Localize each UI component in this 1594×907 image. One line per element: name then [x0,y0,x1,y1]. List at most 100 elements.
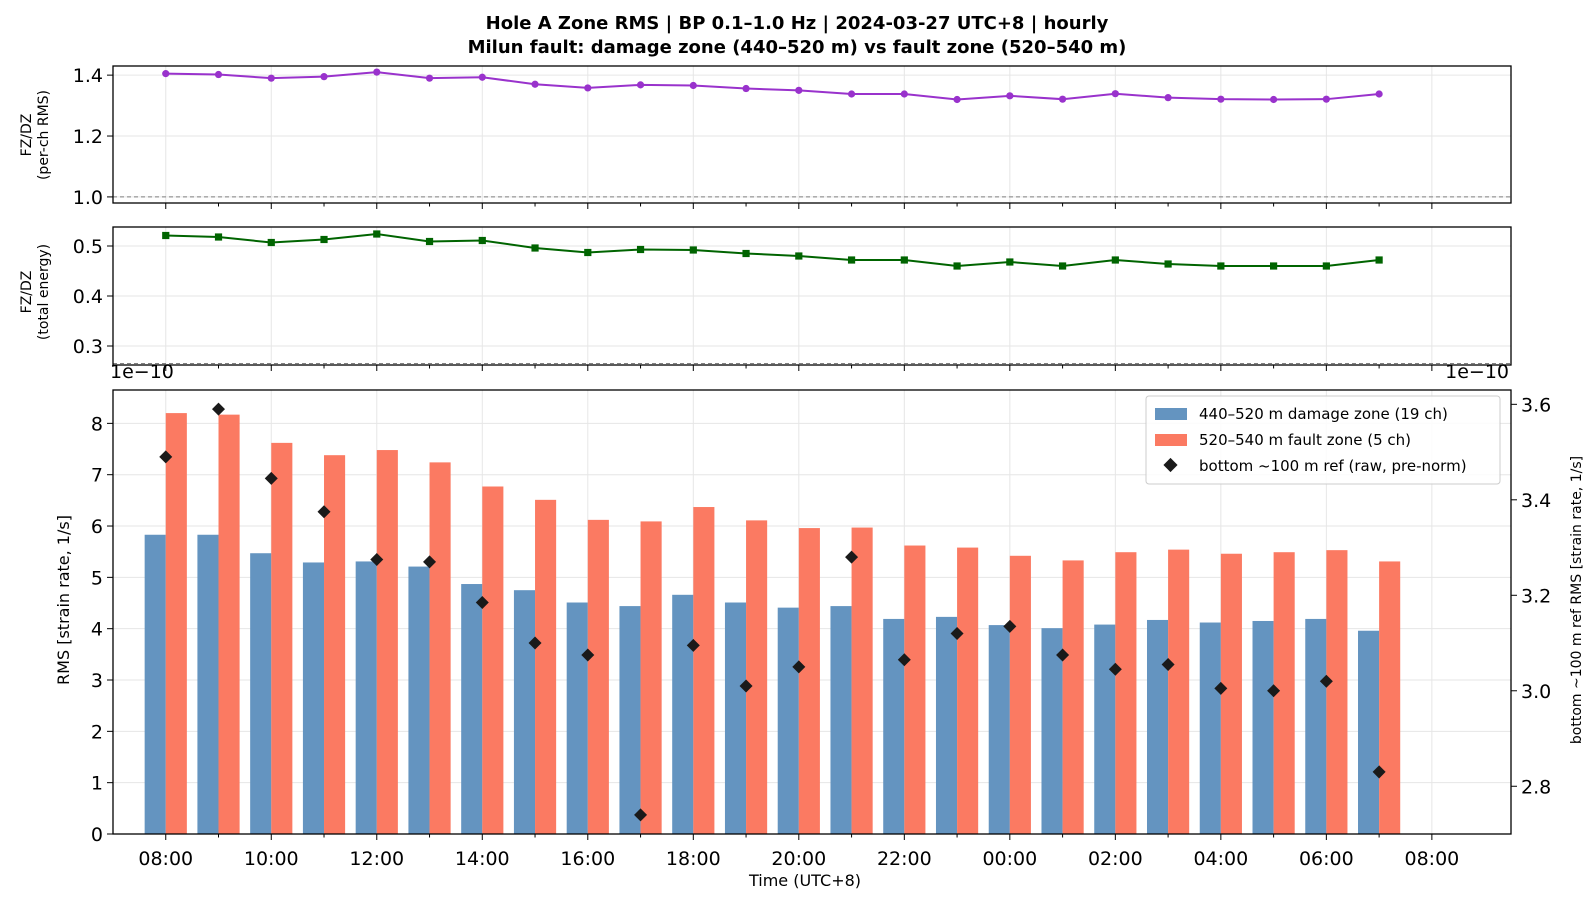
chart-title-line1: Hole A Zone RMS | BP 0.1–1.0 Hz | 2024-0… [486,13,1109,34]
legend-marker-ref [1163,457,1178,473]
damage-zone-bar [935,616,958,834]
chart-title-line2: Milun fault: damage zone (440–520 m) vs … [468,37,1127,58]
damage-zone-bar [883,618,905,834]
damage-zone-bar [461,584,483,834]
mid-point [478,236,486,245]
x-tick-label: 10:00 [244,848,299,870]
reference-point [1319,674,1333,688]
x-tick-label: 14:00 [455,848,510,870]
damage-zone-bar [724,602,747,834]
bottom-ytick-right-label: 2.8 [1521,776,1551,798]
mid-point [214,233,223,241]
legend-label-ref: bottom ~100 m ref (raw, pre-norm) [1199,457,1467,475]
reference-point [792,660,806,674]
reference-point [317,505,331,519]
fault-zone-bar [693,507,715,834]
top-point [847,90,856,98]
damage-zone-bar [672,594,694,834]
reference-point [897,653,911,667]
mid-point [742,249,750,258]
mid-point [847,256,856,264]
reference-point [1056,648,1070,662]
reference-point [739,679,753,693]
reference-point [950,626,964,640]
fault-zone-bar [271,442,293,834]
legend: 440–520 m damage zone (19 ch) 520–540 m … [1145,395,1501,485]
reference-point [634,808,648,822]
bottom-ytick-label: 6 [91,516,103,538]
top-ytick-label: 1.2 [73,126,103,148]
bottom-ytick-right-label: 3.6 [1521,394,1551,416]
top-point [1217,95,1225,103]
top-point [742,84,750,93]
legend-label-damage: 440–520 m damage zone (19 ch) [1199,405,1448,423]
reference-point [1214,681,1228,695]
x-tick-label: 08:00 [1404,848,1459,870]
fault-zone-bar [429,462,451,834]
x-tick-label: 04:00 [1193,848,1248,870]
damage-zone-bar [1041,628,1063,834]
mid-ylabel-line1: FZ/DZ [19,271,35,314]
ratio-rms-panel: 1.0 1.2 1.4 [73,65,1512,209]
mid-point [1058,262,1067,270]
scale-note-left: 1e−10 [110,361,174,383]
damage-zone-bar [1305,618,1327,834]
bottom-ytick-label: 8 [91,413,103,435]
mid-point [320,235,328,244]
damage-zone-bar [1199,622,1221,834]
reference-point [1372,765,1386,779]
damage-zone-bar [1094,624,1116,834]
top-point [636,81,645,89]
reference-point [1267,684,1281,698]
bottom-ytick-label: 1 [91,773,103,795]
top-ytick-label: 1.4 [73,65,103,87]
mid-point [531,244,539,252]
reference-point [370,552,384,566]
fault-zone-bar [1273,552,1295,834]
x-tick-label: 02:00 [1088,848,1143,870]
mid-point [1375,256,1383,264]
top-point [162,70,170,78]
x-tick-label: 00:00 [982,848,1037,870]
damage-zone-bar [1358,630,1380,834]
fault-zone-bar [1220,553,1242,834]
legend-label-fault: 520–540 m fault zone (5 ch) [1199,431,1411,449]
bottom-ytick-right-label: 3.2 [1521,585,1551,607]
mid-point [1217,262,1225,270]
mid-ytick-label: 0.5 [73,236,103,258]
fault-zone-bar [1379,561,1401,834]
mid-point [795,252,803,260]
damage-zone-bar [250,553,272,834]
damage-zone-bar [1146,619,1169,834]
x-tick-label: 12:00 [349,848,404,870]
reference-point [159,450,173,464]
bottom-ytick-right-label: 3.4 [1521,490,1551,512]
top-point [1006,92,1014,100]
fault-zone-bar [482,486,504,834]
fault-zone-bar [535,499,557,834]
fault-zone-bar [957,547,979,834]
fault-zone-bar [376,450,398,834]
top-point [531,80,539,88]
mid-point [373,230,381,238]
top-ytick-label: 1.0 [73,187,103,209]
fault-zone-bar [587,519,609,834]
mid-point [689,246,697,254]
bottom-ytick-label: 2 [91,721,103,743]
reference-point [475,595,489,609]
x-tick-label: 16:00 [560,848,615,870]
damage-zone-bar [355,561,377,834]
top-point [320,73,328,81]
fault-zone-bar [798,528,820,834]
legend-swatch-damage [1155,408,1187,420]
damage-zone-bar [197,534,219,834]
bottom-ytick-label: 0 [91,824,103,846]
fault-zone-bar [1062,560,1084,834]
mid-point [636,245,645,254]
reference-point [212,402,226,416]
reference-point [581,648,595,662]
top-point [900,90,908,98]
bottom-frame [112,389,1512,835]
fault-zone-bar [640,521,662,834]
x-tick-label: 20:00 [771,848,826,870]
